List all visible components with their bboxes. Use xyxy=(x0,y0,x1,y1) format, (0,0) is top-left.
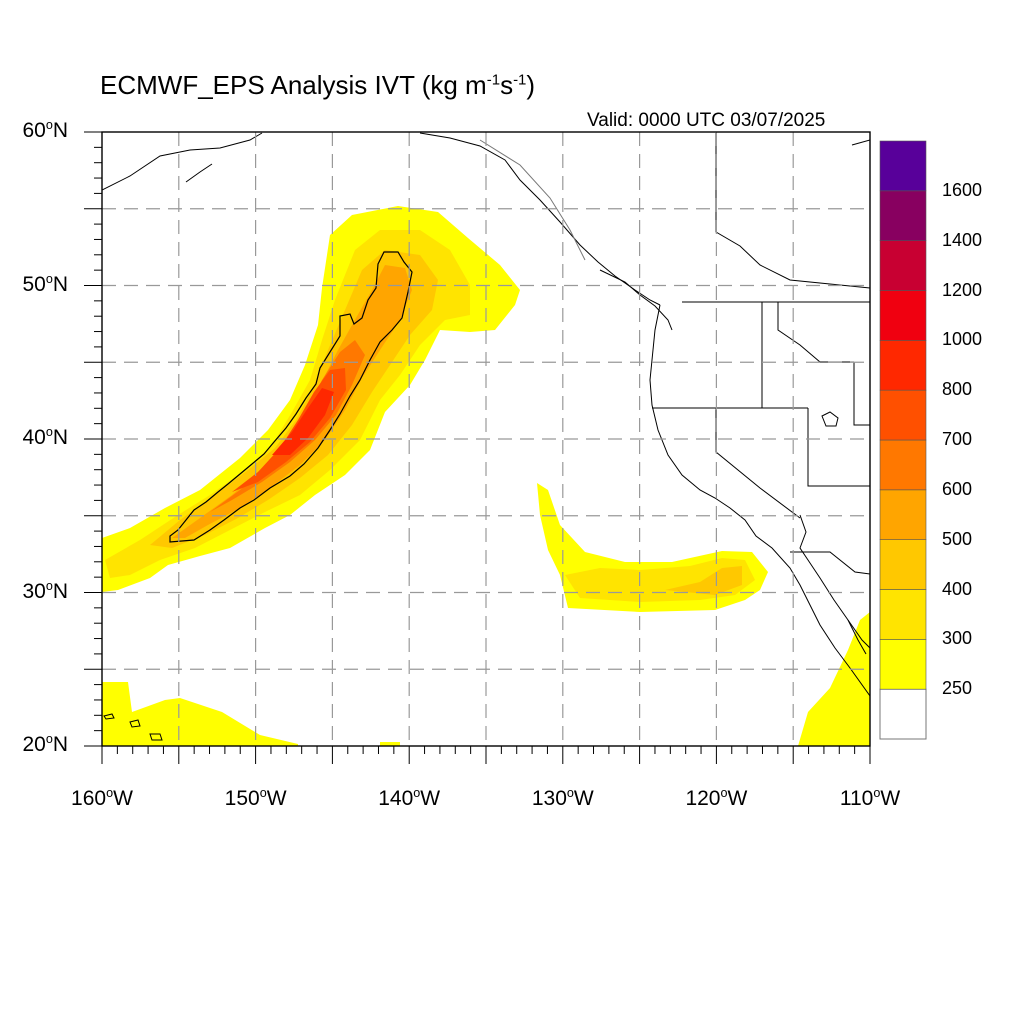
ivt-patch-se-250 xyxy=(798,612,870,746)
ivt-patch-sw-250 xyxy=(102,682,298,746)
colorbar-box xyxy=(879,240,927,291)
lon-label: 130oW xyxy=(531,786,594,810)
lat-label: 30oN xyxy=(22,578,68,603)
political-borders xyxy=(479,133,870,575)
colorbar-label: 1600 xyxy=(942,179,983,200)
coastlines xyxy=(102,132,870,741)
colorbar-box xyxy=(879,489,927,540)
colorbar-box-below xyxy=(879,688,927,740)
ivt-shading xyxy=(102,206,870,746)
colorbar-box xyxy=(879,340,927,391)
colorbar-label: 600 xyxy=(942,478,973,499)
lon-label: 160oW xyxy=(71,786,133,810)
colorbar-label: 400 xyxy=(942,578,973,599)
ivt-250-contour-line xyxy=(169,251,413,543)
lat-label: 50oN xyxy=(22,271,68,296)
colorbar-box xyxy=(879,639,927,690)
colorbar-label: 800 xyxy=(942,379,973,400)
lat-label: 20oN xyxy=(22,732,68,756)
ivt-contour-500 xyxy=(172,265,412,538)
lon-label: 140oW xyxy=(378,786,441,810)
colorbar-label: 700 xyxy=(942,429,973,449)
ivt-band-east-400 xyxy=(665,566,742,595)
colorbar-label: 1400 xyxy=(942,229,983,250)
lon-label: 120oW xyxy=(685,786,748,810)
colorbar-box xyxy=(879,589,927,640)
colorbar-box xyxy=(879,290,927,341)
colorbar-box xyxy=(879,389,927,441)
colorbar-label: 1200 xyxy=(942,279,983,300)
colorbar-label: 1000 xyxy=(942,329,983,350)
lon-label: 110oW xyxy=(839,786,901,810)
chart-title: ECMWF_EPS Analysis IVT (kg m-1s-1) xyxy=(100,70,536,100)
lat-label: 60oN xyxy=(22,118,68,142)
colorbar-box xyxy=(879,439,927,491)
colorbar xyxy=(879,140,927,740)
colorbar-box xyxy=(879,140,927,192)
colorbar-label: 500 xyxy=(942,528,973,549)
valid-time: Valid: 0000 UTC 03/07/2025 xyxy=(587,110,826,131)
colorbar-label: 300 xyxy=(942,628,973,649)
axis-ticks xyxy=(84,131,871,764)
colorbar-label: 250 xyxy=(942,678,973,699)
colorbar-box xyxy=(879,539,927,590)
colorbar-box xyxy=(879,190,927,241)
lon-label: 150oW xyxy=(224,786,287,810)
ivt-contour-800 xyxy=(272,388,334,455)
lat-label: 40oN xyxy=(22,425,68,449)
ivt-patch-small-250 xyxy=(380,742,400,746)
graticule xyxy=(102,132,870,746)
